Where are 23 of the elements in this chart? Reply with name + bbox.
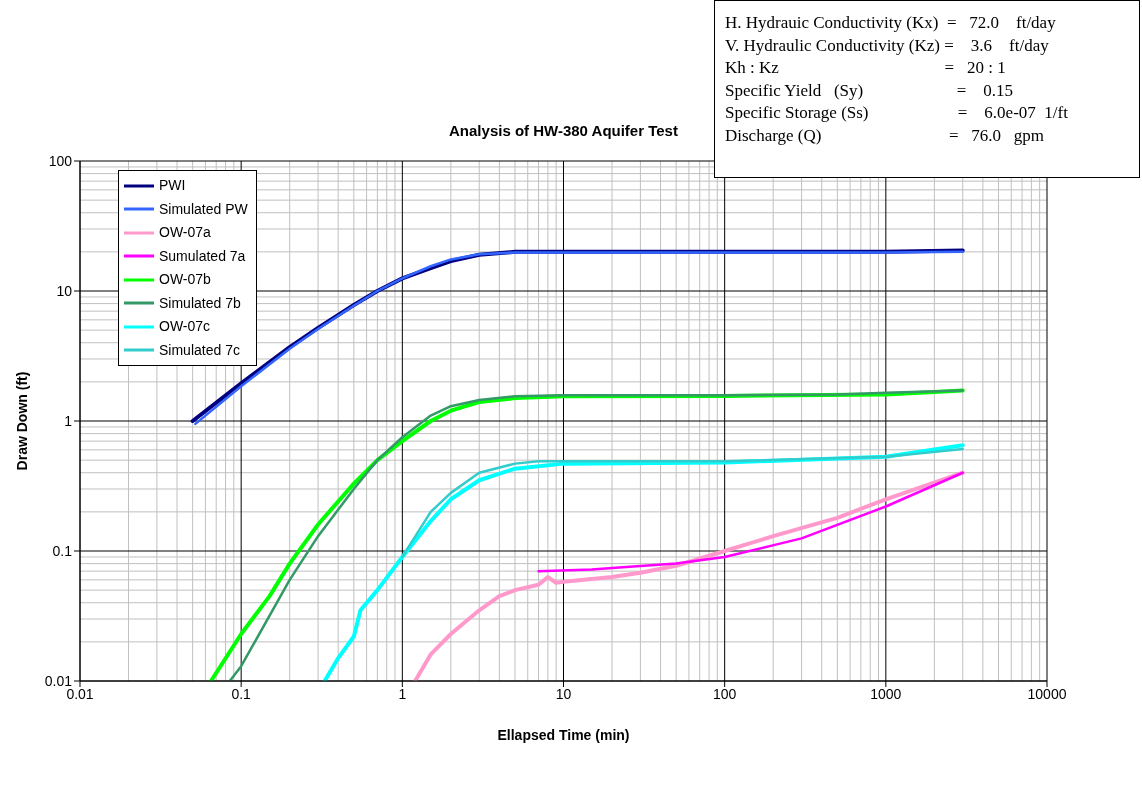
y-tick-label: 0.01 (44, 672, 73, 689)
y-tick-label: 10 (56, 282, 73, 299)
text-box: H. Hydrauic Conductivity (Kx) = 72.0 ft/day V. Hydraulic Conductivity (Kz) = 3.6 ft/day Kh : Kz = 20 : 1 Specific Yield (Sy) = 0.15 Specific Storage (Ss) = 6.0e-07 1/ft Discharge (Q) = 76.0 gpm (714, 0, 1140, 178)
legend-label: Simulated PW (159, 199, 248, 219)
legend-label: PWI (159, 176, 186, 195)
x-tick-label: 100 (712, 685, 737, 702)
x-tick-label: 0.1 (231, 685, 252, 702)
x-axis-title: Ellapsed Time (min) (497, 727, 630, 743)
legend-label: Sumulated 7a (159, 246, 246, 266)
y-tick-label: 100 (48, 152, 73, 169)
chart-title: Analysis of HW-380 Aquifer Test (449, 122, 678, 139)
x-tick-label: 10000 (1027, 685, 1067, 702)
legend-label: OW-07b (159, 270, 211, 289)
x-tick-label: 1 (398, 685, 407, 702)
y-tick-label: 1 (64, 412, 73, 429)
y-tick-label: 0.1 (52, 542, 73, 559)
legend-label: OW-07c (159, 317, 211, 336)
x-tick-label: 1000 (870, 685, 902, 702)
x-tick-label: 10 (555, 685, 572, 702)
y-axis-title: Draw Down (ft) (13, 371, 30, 471)
legend-label: Simulated 7b (159, 293, 241, 313)
legend-label: OW-07a (159, 223, 211, 242)
legend-label: Simulated 7c (159, 340, 240, 360)
